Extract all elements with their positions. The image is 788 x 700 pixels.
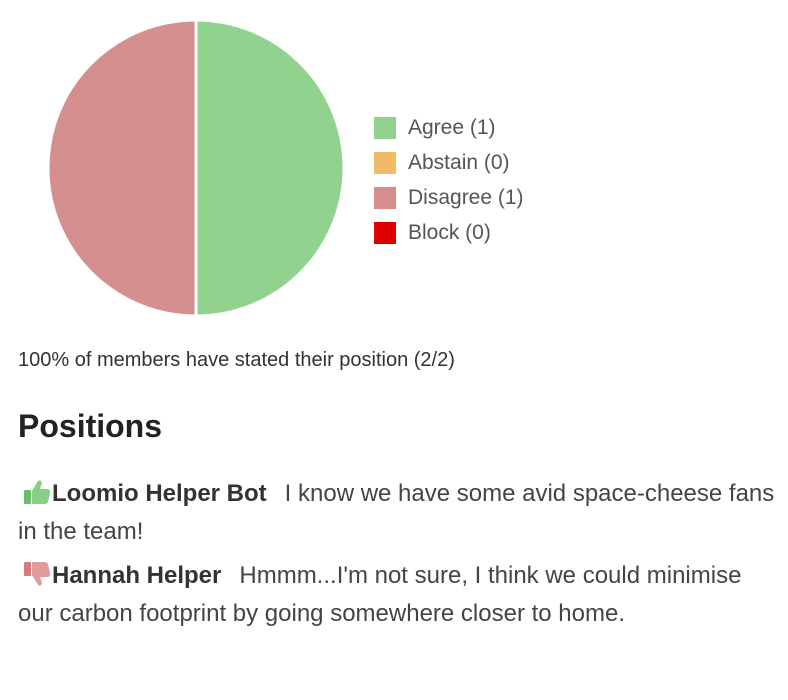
position-statement: I know we have some avid space-cheese fa… [18, 480, 775, 545]
legend-label-block: Block (0) [408, 220, 491, 244]
legend-swatch-agree [374, 116, 396, 139]
legend-item-agree: Agree (1) [374, 110, 524, 145]
legend-item-abstain: Abstain (0) [374, 145, 524, 180]
positions-list: Loomio Helper Bot I know we have some avi… [18, 475, 778, 639]
position-statement: Hmmm...I'm not sure, I think we could mi… [18, 562, 742, 627]
position-author[interactable]: Loomio Helper Bot [52, 480, 267, 507]
legend-swatch-abstain [374, 151, 396, 174]
pie-slice-agree [194, 18, 346, 318]
position-item: Hannah Helper Hmmm...I'm not sure, I thin… [18, 557, 778, 633]
chart-legend: Agree (1) Abstain (0) Disagree (1) Block… [374, 110, 524, 250]
position-author[interactable]: Hannah Helper [52, 562, 222, 589]
legend-item-disagree: Disagree (1) [374, 180, 524, 215]
legend-label-disagree: Disagree (1) [408, 185, 524, 209]
thumbs-up-icon [22, 478, 52, 506]
legend-swatch-disagree [374, 186, 396, 209]
legend-swatch-block [374, 221, 396, 244]
legend-label-abstain: Abstain (0) [408, 150, 510, 174]
pie-slice-disagree [46, 18, 198, 318]
legend-item-block: Block (0) [374, 215, 524, 250]
pie-chart [46, 18, 346, 318]
positions-heading: Positions [18, 408, 163, 444]
legend-label-agree: Agree (1) [408, 115, 496, 139]
thumbs-down-icon [22, 560, 52, 588]
vote-chart: Agree (1) Abstain (0) Disagree (1) Block… [0, 0, 788, 330]
position-item: Loomio Helper Bot I know we have some avi… [18, 475, 778, 551]
participation-summary: 100% of members have stated their positi… [18, 349, 455, 371]
